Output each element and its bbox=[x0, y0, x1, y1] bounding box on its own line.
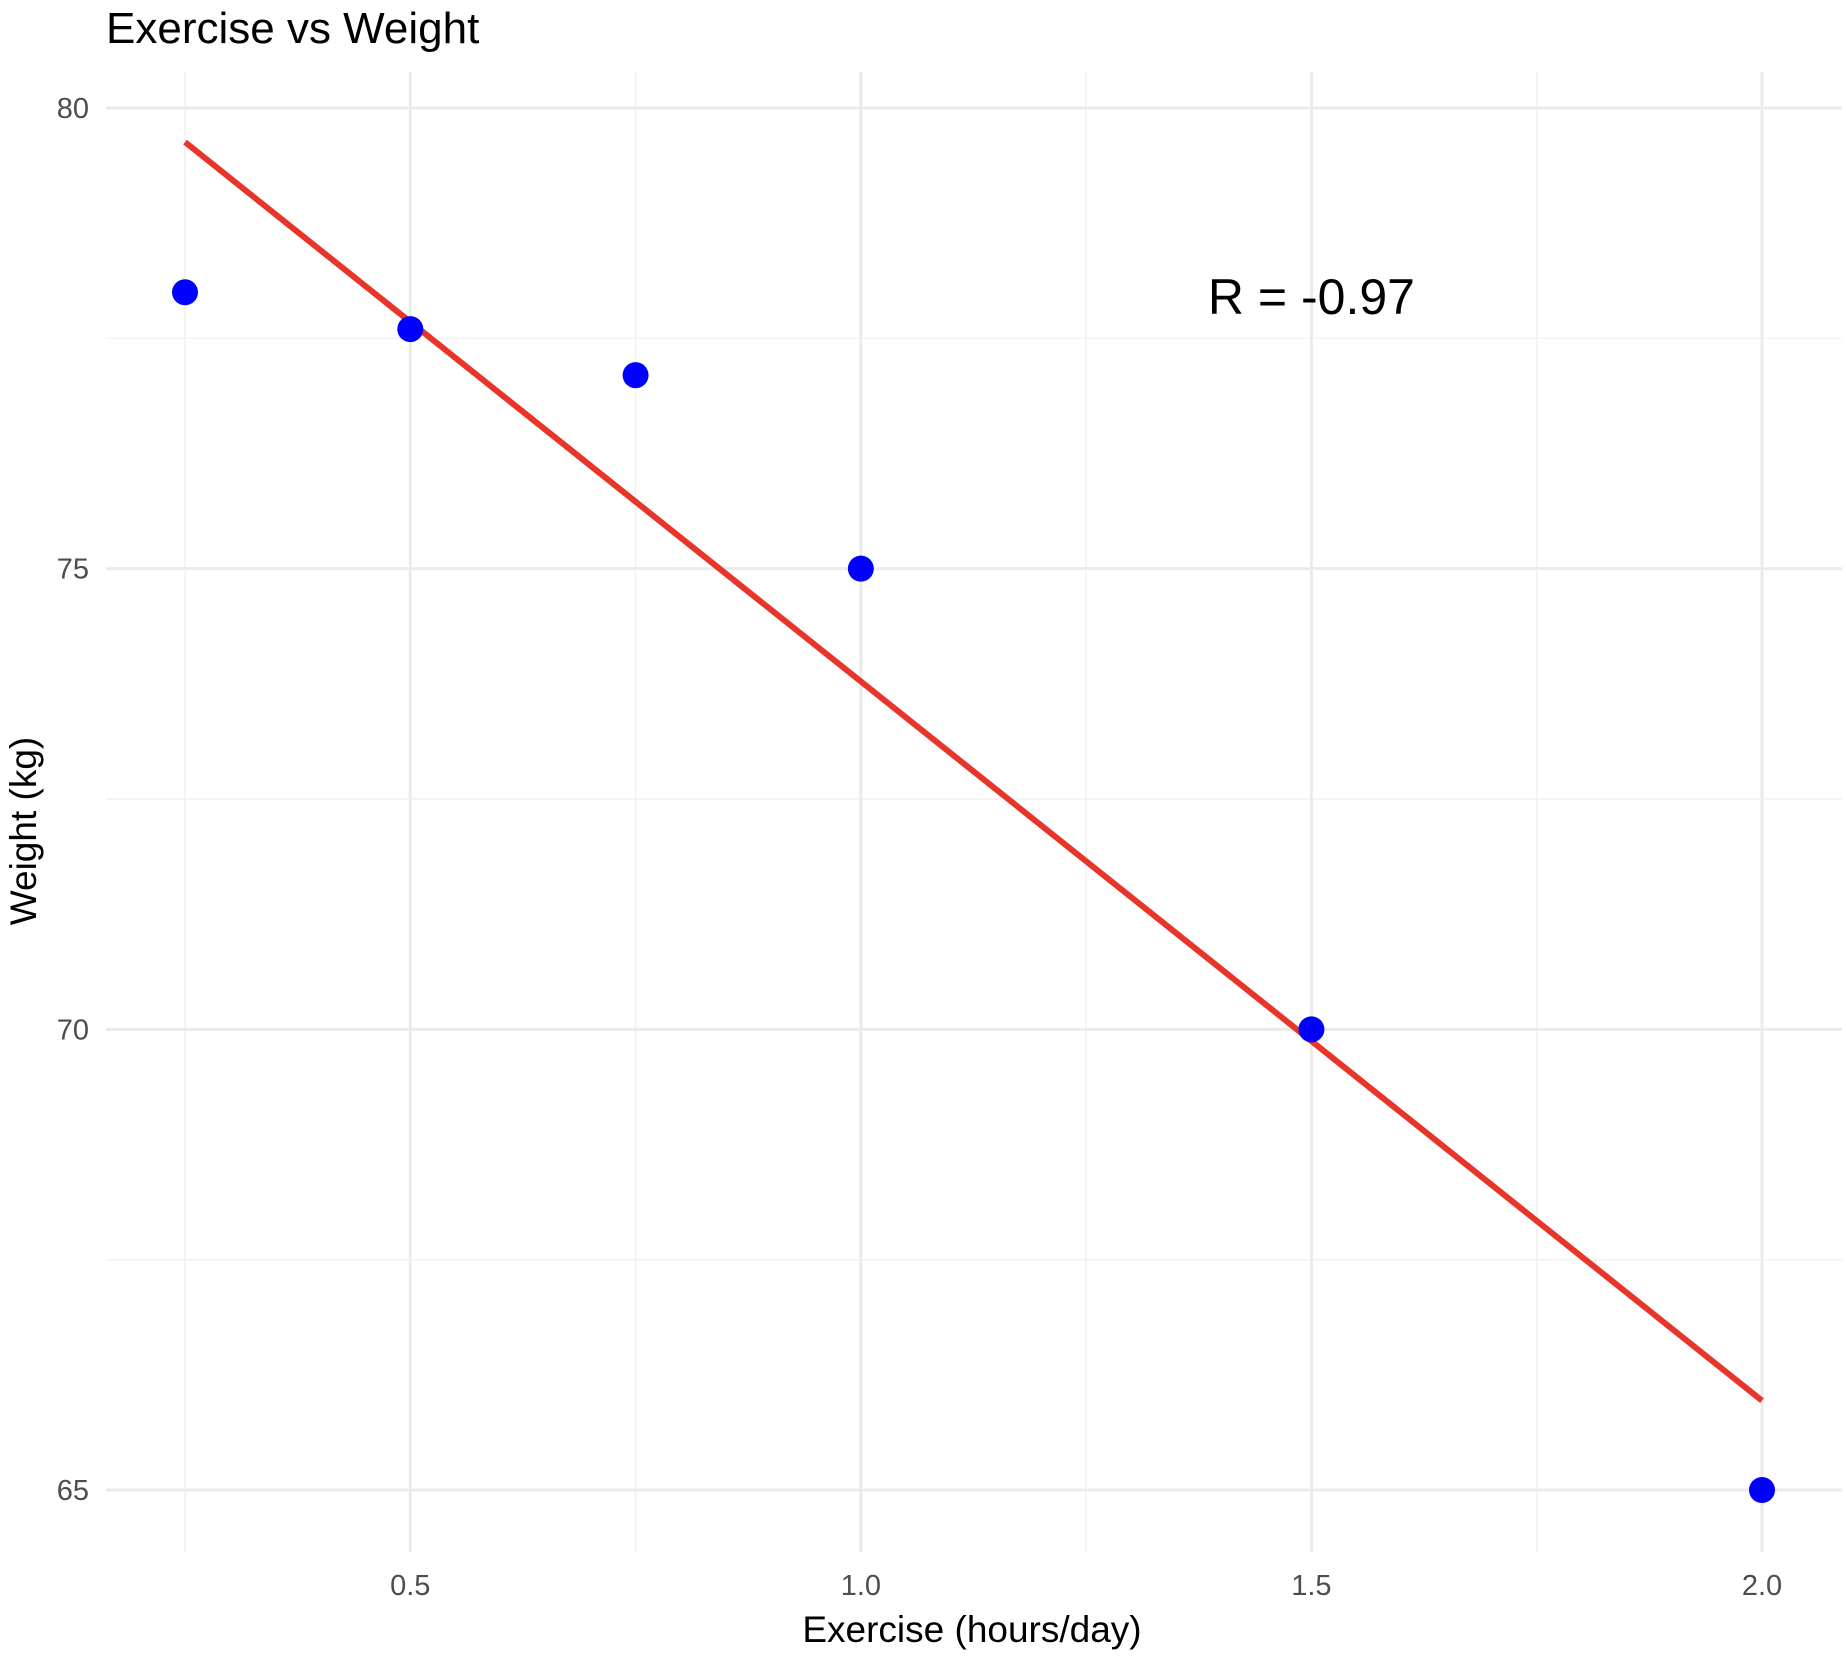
regression-line bbox=[183, 139, 1764, 1403]
chart-title: Exercise vs Weight bbox=[106, 4, 479, 53]
data-points bbox=[172, 279, 1775, 1503]
y-axis-tick-labels: 65 70 75 80 bbox=[57, 93, 89, 1507]
data-point bbox=[847, 555, 874, 582]
y-tick-label: 75 bbox=[57, 554, 89, 586]
y-axis-title: Weight (kg) bbox=[3, 737, 44, 926]
x-tick-label: 0.5 bbox=[390, 1570, 430, 1602]
y-tick-label: 70 bbox=[57, 1014, 89, 1046]
data-point bbox=[397, 316, 424, 343]
data-point bbox=[622, 362, 649, 389]
data-point bbox=[172, 279, 198, 306]
major-gridlines bbox=[106, 72, 1842, 1552]
minor-gridlines bbox=[106, 72, 1842, 1552]
x-tick-label: 2.0 bbox=[1742, 1570, 1782, 1602]
correlation-annotation: R = -0.97 bbox=[1208, 269, 1415, 325]
y-tick-label: 80 bbox=[57, 93, 89, 125]
data-point bbox=[1749, 1477, 1775, 1503]
trendline-layer bbox=[183, 139, 1764, 1403]
annotations: R = -0.97 bbox=[1208, 269, 1415, 325]
data-point bbox=[1298, 1016, 1325, 1043]
x-tick-label: 1.0 bbox=[841, 1570, 881, 1602]
x-axis-title: Exercise (hours/day) bbox=[802, 1609, 1141, 1650]
x-axis-tick-labels: 0.5 1.0 1.5 2.0 bbox=[390, 1570, 1782, 1602]
y-tick-label: 65 bbox=[57, 1475, 89, 1507]
x-tick-label: 1.5 bbox=[1291, 1570, 1331, 1602]
